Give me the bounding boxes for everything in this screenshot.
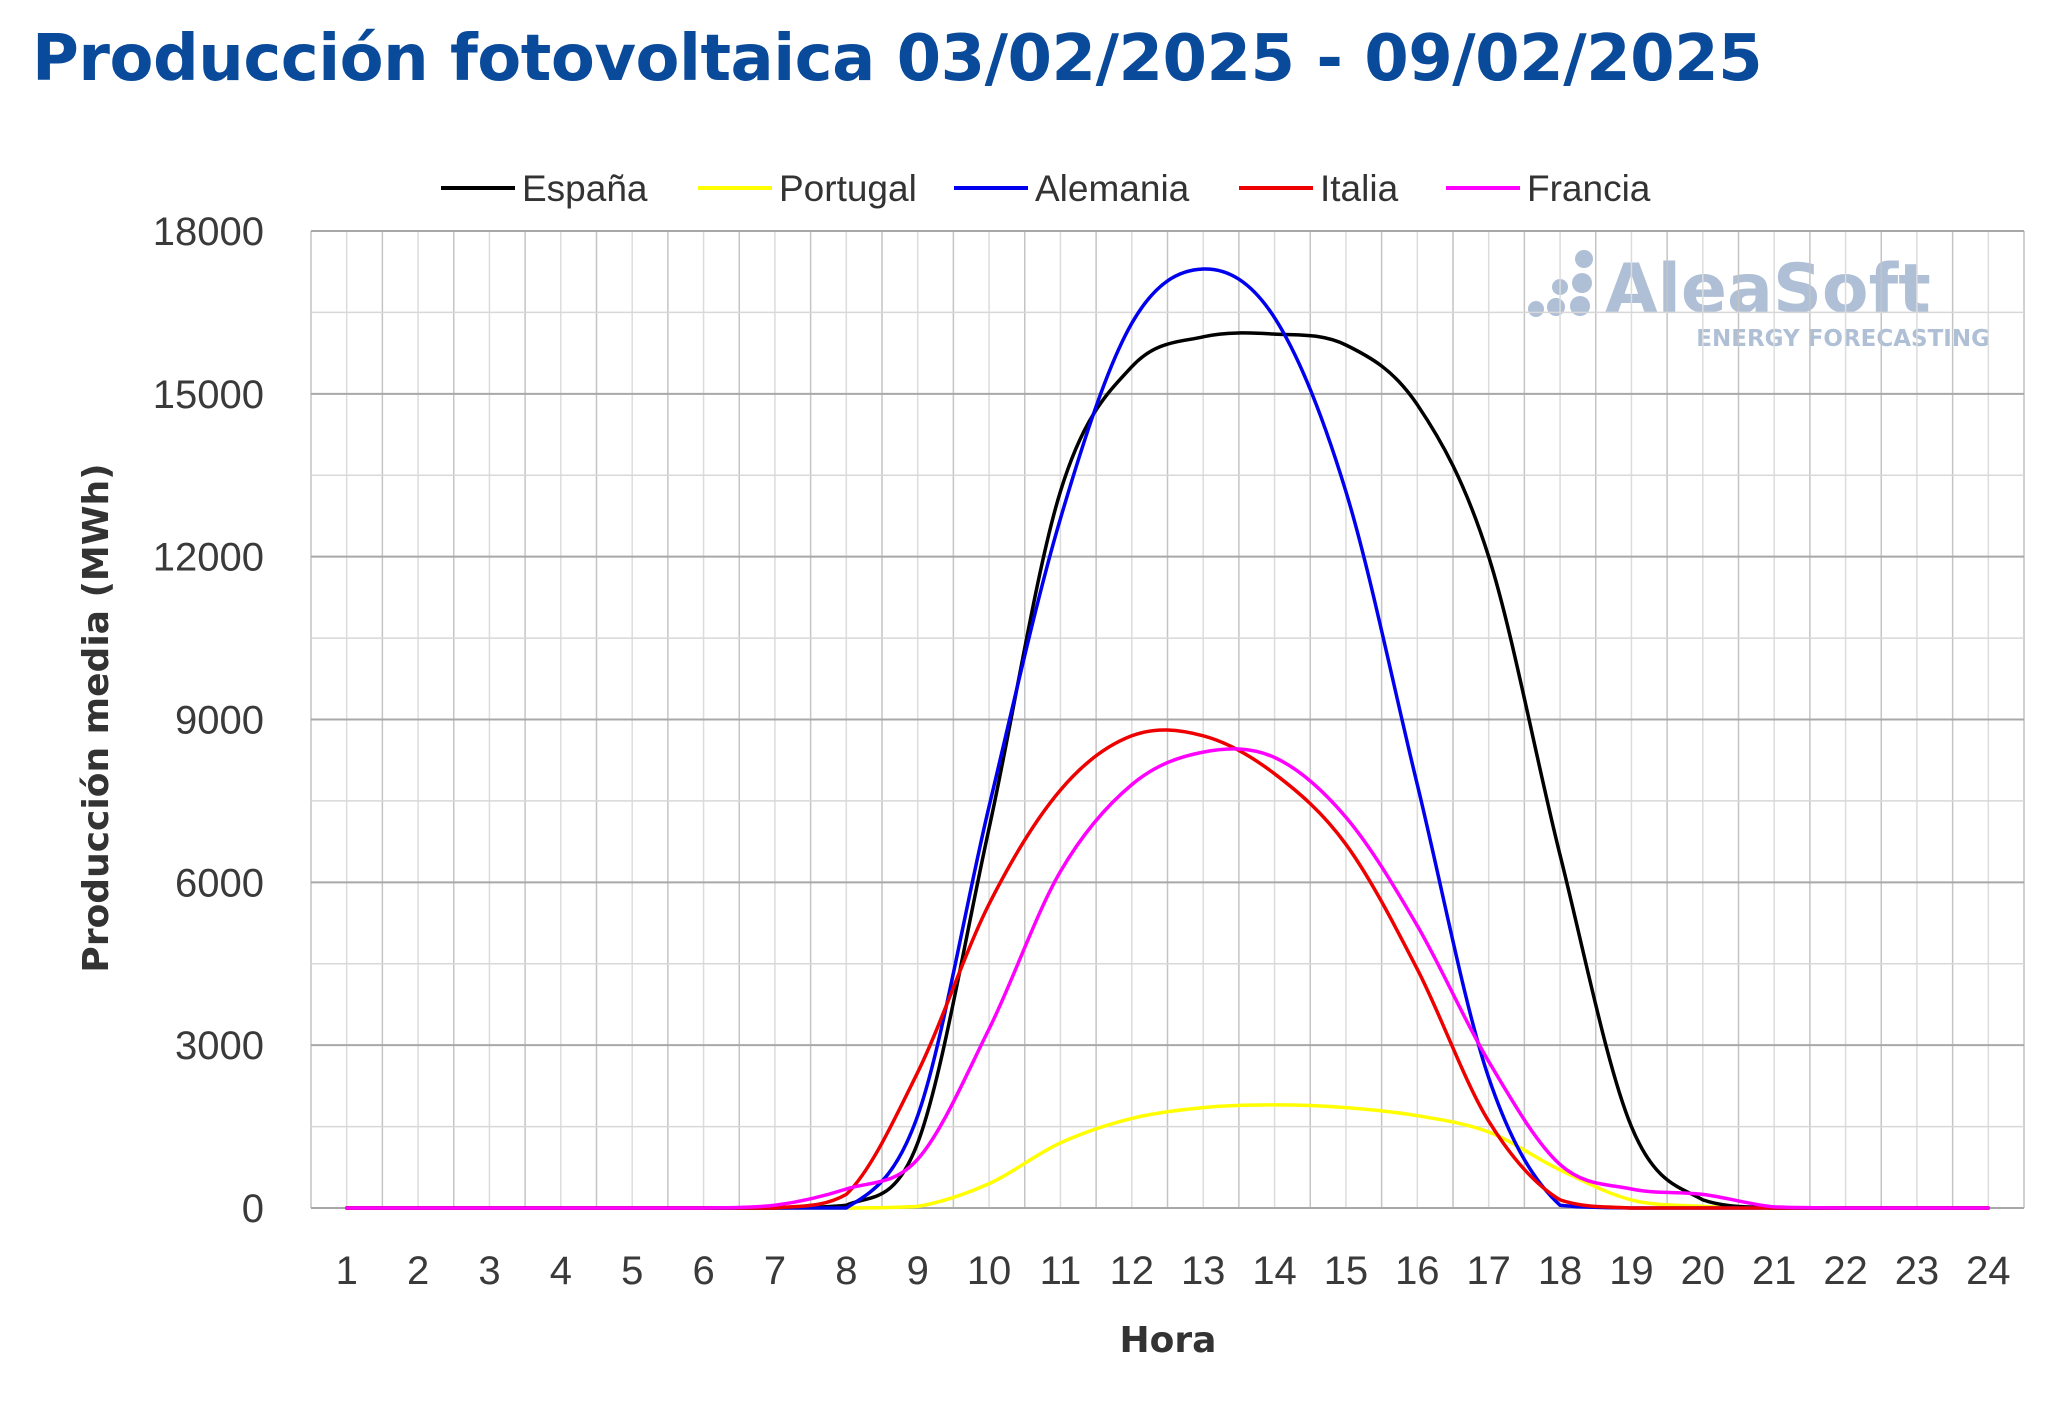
y-tick-label: 12000	[153, 536, 264, 580]
x-axis-title: Hora	[1120, 1320, 1217, 1361]
y-axis-title: Producción media (MWh)	[76, 463, 117, 972]
aleasoft-watermark: AleaSoft ENERGY FORECASTING	[1528, 250, 1990, 352]
watermark-tagline: ENERGY FORECASTING	[1696, 326, 1990, 352]
y-tick-label: 15000	[153, 373, 264, 417]
x-tick-label: 22	[1823, 1249, 1868, 1293]
legend-label: España	[522, 168, 648, 209]
logo-dot	[1572, 273, 1592, 293]
x-tick-label: 18	[1538, 1249, 1583, 1293]
y-tick-label: 3000	[175, 1024, 264, 1068]
x-tick-label: 2	[407, 1249, 429, 1293]
x-tick-label: 9	[907, 1249, 929, 1293]
x-tick-label: 5	[621, 1249, 643, 1293]
chart-title: Producción fotovoltaica 03/02/2025 - 09/…	[32, 22, 1763, 96]
x-tick-label: 19	[1609, 1249, 1654, 1293]
x-tick-label: 24	[1966, 1249, 2011, 1293]
x-tick-label: 16	[1395, 1249, 1440, 1293]
legend-label: Alemania	[1035, 168, 1190, 209]
watermark-brand: AleaSoft	[1605, 250, 1931, 329]
x-tick-label: 20	[1681, 1249, 1726, 1293]
y-tick-label: 6000	[175, 861, 264, 905]
x-tick-label: 13	[1181, 1249, 1226, 1293]
series-line-5	[344, 747, 1991, 1210]
legend: España Portugal Alemania Italia Francia	[441, 168, 1651, 209]
logo-dot	[1547, 298, 1565, 316]
x-tick-label: 7	[764, 1249, 786, 1293]
x-tick-label: 14	[1252, 1249, 1297, 1293]
x-tick-label: 4	[550, 1249, 572, 1293]
plot-grid	[310, 230, 2025, 1209]
logo-dot	[1575, 250, 1593, 268]
logo-dot	[1528, 301, 1544, 317]
y-tick-label: 18000	[153, 210, 264, 254]
legend-label: Francia	[1527, 168, 1651, 209]
x-tick-label: 11	[1040, 1249, 1082, 1293]
legend-label: Italia	[1320, 168, 1399, 209]
x-tick-label: 1	[336, 1249, 358, 1293]
y-axis-ticks: 0 3000 6000 9000 12000 15000 18000	[153, 210, 264, 1231]
x-tick-label: 6	[692, 1249, 714, 1293]
x-tick-label: 10	[967, 1249, 1012, 1293]
x-tick-label: 3	[478, 1249, 500, 1293]
y-tick-label: 9000	[175, 699, 264, 743]
x-tick-label: 21	[1752, 1249, 1797, 1293]
x-tick-label: 23	[1895, 1249, 1940, 1293]
x-tick-label: 12	[1110, 1249, 1155, 1293]
x-axis-ticks: 1 2 3 4 5 6 7 8 9 10 11 12 13 14 15 16 17 18 19 20 21 22 23 24	[336, 1249, 2011, 1293]
x-tick-label: 8	[835, 1249, 857, 1293]
series-lines	[344, 267, 1991, 1210]
y-tick-label: 0	[242, 1187, 264, 1231]
legend-label: Portugal	[779, 168, 917, 209]
x-tick-label: 17	[1466, 1249, 1511, 1293]
x-tick-label: 15	[1324, 1249, 1369, 1293]
logo-dot	[1570, 296, 1590, 316]
